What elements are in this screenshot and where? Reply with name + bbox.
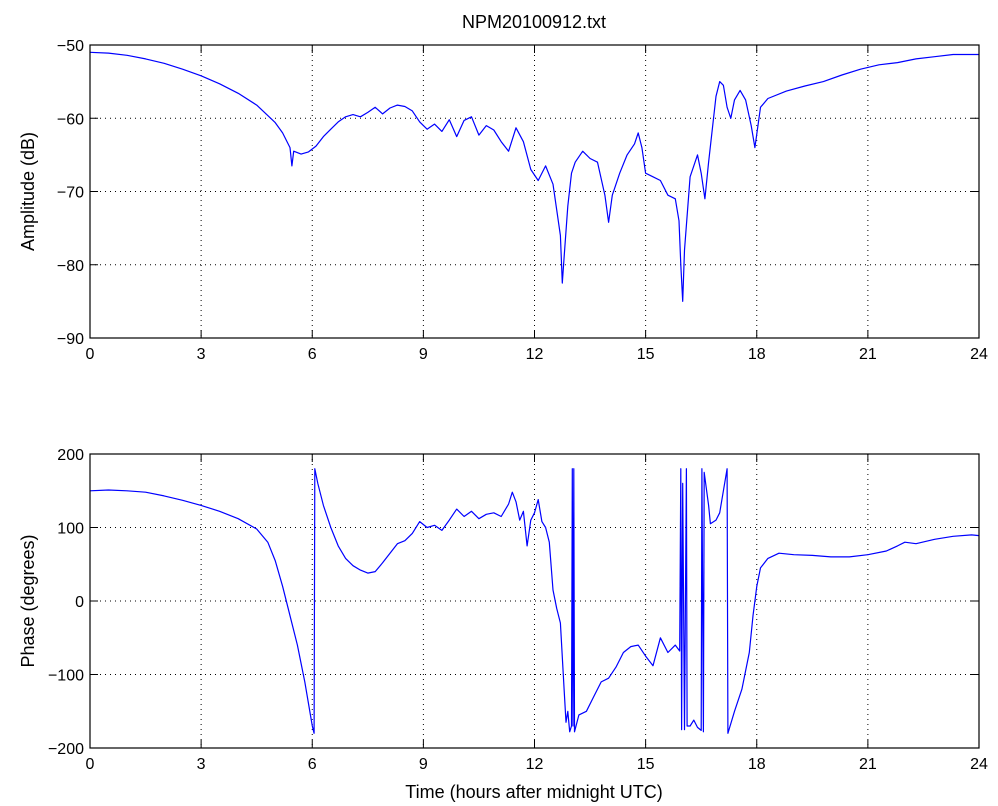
x-tick-label: 12: [526, 346, 544, 363]
phase-plot: 0 3 6 9 12 15 18 21 24 −200 −100 0 100 200 Phase (degr…: [18, 447, 988, 773]
x-tick-label: 9: [419, 346, 428, 363]
series-line: [89, 468, 980, 734]
figure-title: NPM20100912.txt: [462, 12, 606, 32]
y-tick-label: −80: [57, 258, 84, 275]
y-tick-label: −70: [57, 185, 84, 202]
y-tick-label: −50: [57, 38, 84, 55]
y-tick-label: −90: [57, 331, 84, 348]
y-axis-label: Phase (degrees): [18, 534, 38, 667]
x-tick-label: 6: [308, 346, 317, 363]
x-tick-label: 21: [859, 346, 877, 363]
x-tick-label: 3: [197, 346, 206, 363]
x-axis-label: Time (hours after midnight UTC): [405, 782, 662, 802]
x-tick-label: 15: [637, 346, 655, 363]
x-tick-label: 21: [859, 756, 877, 773]
y-tick-label: −100: [48, 668, 84, 685]
x-tick-label: 3: [197, 756, 206, 773]
y-tick-label: 0: [75, 594, 84, 611]
series-line: [89, 51, 979, 302]
x-tick-label: 0: [86, 346, 95, 363]
amplitude-plot: 0 3 6 9 12 15 18 21 24 −90 −80 −70 −60 −50 Amplitude (…: [18, 38, 988, 363]
y-tick-label: 100: [57, 521, 84, 538]
x-tick-label: 24: [970, 756, 988, 773]
x-tick-label: 9: [419, 756, 428, 773]
x-tick-label: 0: [86, 756, 95, 773]
x-tick-label: 18: [748, 756, 766, 773]
x-tick-label: 24: [970, 346, 988, 363]
x-tick-label: 6: [308, 756, 317, 773]
x-tick-label: 12: [526, 756, 544, 773]
x-tick-label: 18: [748, 346, 766, 363]
x-tick-label: 15: [637, 756, 655, 773]
y-tick-label: −60: [57, 111, 84, 128]
y-axis-label: Amplitude (dB): [18, 132, 38, 251]
y-tick-label: −200: [48, 741, 84, 758]
y-tick-label: 200: [57, 447, 84, 464]
